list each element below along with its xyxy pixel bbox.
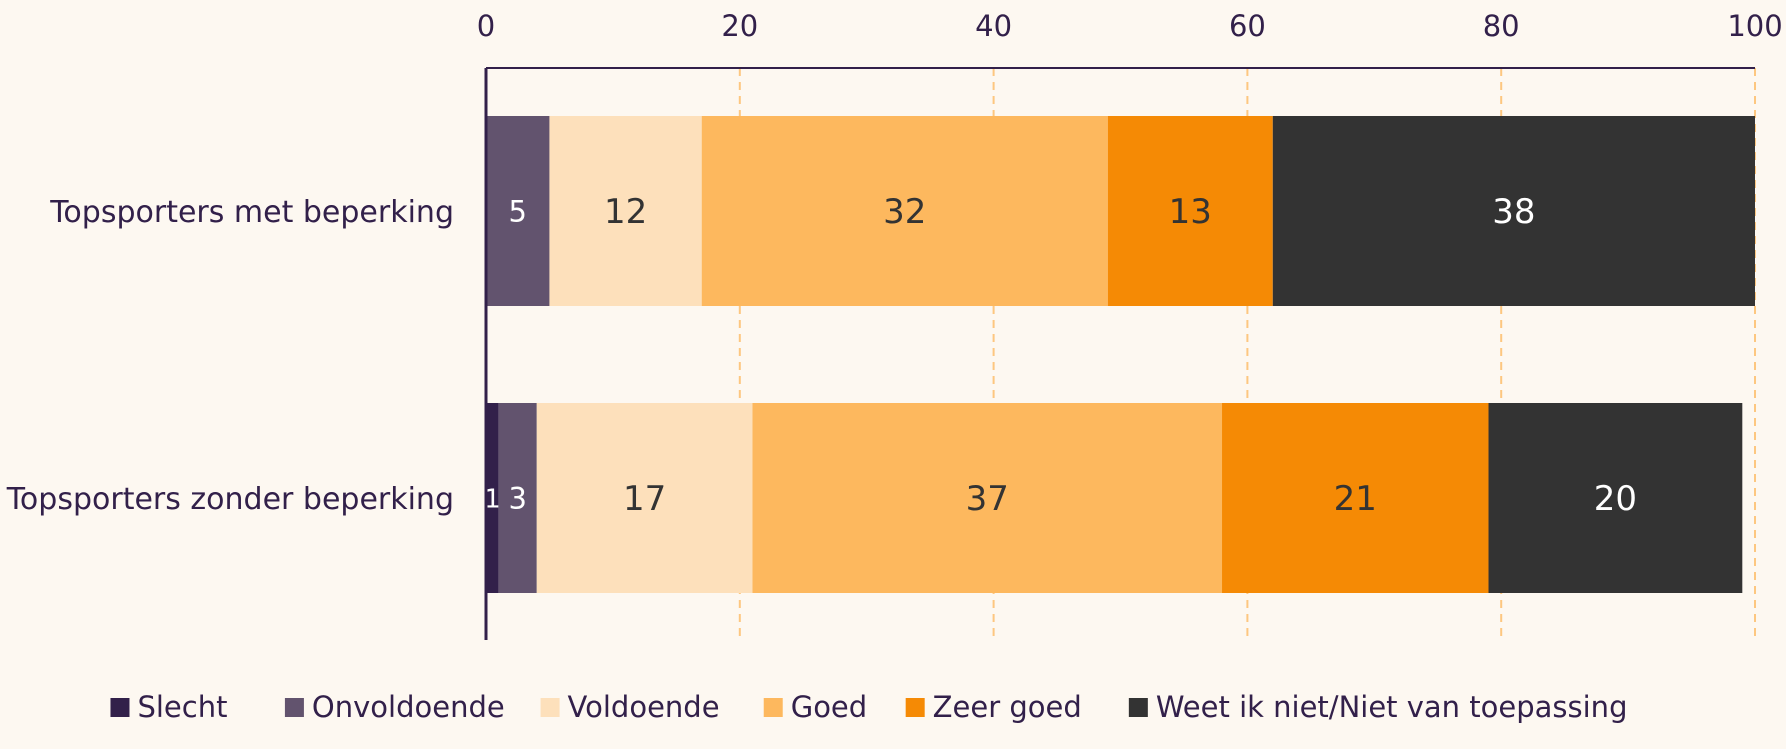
category-label: Topsporters zonder beperking xyxy=(6,482,454,517)
data-label: 12 xyxy=(604,192,647,232)
legend-swatch xyxy=(540,698,560,717)
legend-label: Weet ik niet/Niet van toepassing xyxy=(1156,690,1628,724)
data-label: 38 xyxy=(1492,192,1535,232)
data-label: 21 xyxy=(1334,479,1377,519)
data-label: 32 xyxy=(883,192,926,232)
legend-swatch xyxy=(1128,698,1148,717)
x-tick-label: 60 xyxy=(1229,9,1266,43)
bar-segment xyxy=(1272,116,1755,306)
x-tick-label: 20 xyxy=(721,9,758,43)
data-label: 13 xyxy=(1169,192,1212,232)
x-tick-label: 0 xyxy=(477,9,495,43)
bar-segment xyxy=(752,403,1223,593)
x-tick-label: 80 xyxy=(1483,9,1520,43)
x-tick-label: 100 xyxy=(1727,9,1782,43)
data-label: 37 xyxy=(966,479,1009,519)
bar-segment xyxy=(1222,403,1489,593)
x-tick-label: 40 xyxy=(975,9,1012,43)
data-label: 3 xyxy=(508,481,526,515)
data-label: 20 xyxy=(1594,479,1637,519)
bar-segment xyxy=(498,403,537,593)
bar-segment xyxy=(1107,116,1273,306)
legend-label: Goed xyxy=(791,690,867,724)
legend-swatch xyxy=(110,698,130,717)
bar-segment xyxy=(486,403,499,593)
bar-segment xyxy=(536,403,753,593)
data-label: 17 xyxy=(623,479,666,519)
bar-segment xyxy=(549,116,702,306)
legend-swatch xyxy=(284,698,304,717)
data-label: 1 xyxy=(484,484,501,514)
legend-label: Onvoldoende xyxy=(312,690,505,724)
bar-segment xyxy=(486,116,550,306)
legend-label: Zeer goed xyxy=(933,690,1082,724)
bar-segment xyxy=(701,116,1108,306)
data-label: 5 xyxy=(508,194,526,228)
legend-label: Slecht xyxy=(137,690,227,724)
bar-segment xyxy=(1488,403,1743,593)
legend-swatch xyxy=(763,698,783,717)
category-label: Topsporters met beperking xyxy=(49,195,454,230)
legend-swatch xyxy=(905,698,925,717)
legend-label: Voldoende xyxy=(568,690,720,724)
